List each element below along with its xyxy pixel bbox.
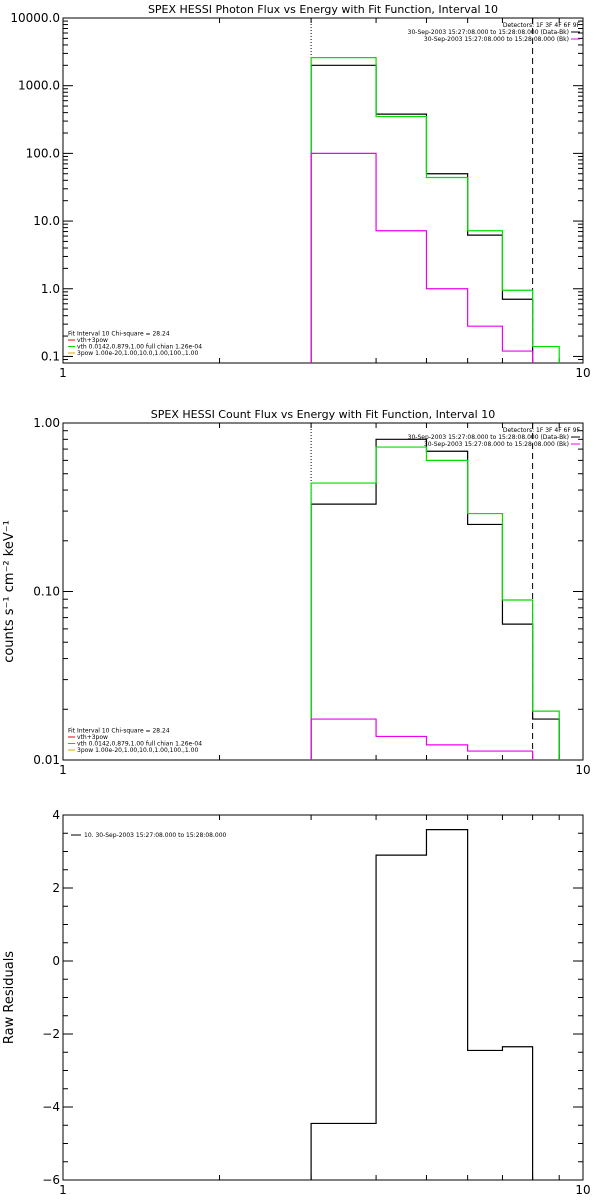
x-tick-label: 10 bbox=[575, 366, 590, 380]
legend-entry: 30-Sep-2003 15:27:08.000 to 15:28:08.000… bbox=[408, 434, 569, 441]
legend-entry: Detectors: 1F 3F 4F 6F 9F bbox=[503, 22, 581, 29]
x-tick-label: 1 bbox=[59, 366, 67, 380]
plot-frame bbox=[62, 17, 584, 364]
plot-frame bbox=[62, 814, 584, 1181]
x-tick-label: 1 bbox=[59, 1183, 67, 1197]
y-tick-label: 10000.0 bbox=[10, 11, 60, 25]
legend-entry: 30-Sep-2003 15:27:08.000 to 15:28:08.000… bbox=[424, 441, 569, 448]
y-tick-label: 1.0 bbox=[41, 282, 60, 296]
y-tick-label: −6 bbox=[42, 1173, 60, 1187]
x-tick-label: 10 bbox=[575, 763, 590, 777]
y-tick-label: 4 bbox=[52, 808, 60, 822]
y-tick-label: 0.10 bbox=[33, 585, 60, 599]
y-tick-label: 0.01 bbox=[33, 753, 60, 767]
legend-bottom-left: Fit Interval 10 Chi-square = 28.24vth+3p… bbox=[68, 728, 202, 754]
legend-entry: vth+3pow bbox=[77, 337, 108, 344]
legend-bottom-left: Fit Interval 10 Chi-square = 28.24vth+3p… bbox=[68, 331, 202, 357]
y-tick-label: 1.00 bbox=[33, 416, 60, 430]
panel-2: SPEX HESSI Count Flux vs Energy with Fit… bbox=[2, 408, 591, 777]
panel-title: SPEX HESSI Photon Flux vs Energy with Fi… bbox=[148, 3, 498, 16]
legend-entry: 3pow 1.00e-20,1.00,10.0,1.00,100.,1.00 bbox=[77, 350, 198, 357]
legend-entry: Detectors: 1F 3F 4F 6F 9F bbox=[503, 427, 581, 434]
y-tick-label: 0 bbox=[52, 954, 60, 968]
series-2-histogram bbox=[310, 446, 560, 760]
y-tick-label: 0.1 bbox=[41, 349, 60, 363]
series-1-histogram bbox=[310, 829, 534, 1180]
x-tick-label: 10 bbox=[575, 1183, 590, 1197]
legend-entry: 10. 30-Sep-2003 15:27:08.000 to 15:28:08… bbox=[84, 832, 227, 839]
legend-entry: 30-Sep-2003 15:27:08.000 to 15:28:08.000… bbox=[424, 36, 569, 43]
legend-entry: vth 0.0142,0.879,1.00 full chian 1.26e-0… bbox=[77, 344, 202, 351]
legend-entry: Fit Interval 10 Chi-square = 28.24 bbox=[68, 331, 170, 338]
series-2-histogram bbox=[310, 56, 560, 363]
y-axis-label: counts s⁻¹ cm⁻² keV⁻¹ bbox=[2, 520, 17, 663]
y-tick-label: 100.0 bbox=[26, 146, 60, 160]
legend-entry: 30-Sep-2003 15:27:08.000 to 15:28:08.000… bbox=[408, 29, 569, 36]
plot-frame bbox=[62, 422, 584, 761]
y-axis-label: Raw Residuals bbox=[2, 951, 17, 1044]
legend-entry: 3pow 1.00e-20,1.00,10.0,1.00,100.,1.00 bbox=[77, 747, 198, 754]
panel-3: Raw Residuals 1 10 −6 −4 −2 0 2 4 10. 30-Sep-2003… bbox=[2, 808, 591, 1197]
legend-entry: vth+3pow bbox=[77, 734, 108, 741]
legend-entry: vth 0.0142,0.879,1.00 full chian 1.26e-0… bbox=[77, 741, 202, 748]
series-1-histogram bbox=[310, 64, 534, 363]
y-tick-label: 2 bbox=[52, 881, 60, 895]
series-3-histogram bbox=[310, 152, 534, 363]
x-tick-label: 1 bbox=[59, 763, 67, 777]
y-tick-label: 10.0 bbox=[33, 214, 60, 228]
panel-title: SPEX HESSI Count Flux vs Energy with Fit… bbox=[151, 408, 495, 421]
y-tick-label: −2 bbox=[42, 1027, 60, 1041]
panel-1: SPEX HESSI Photon Flux vs Energy with Fi… bbox=[10, 3, 590, 380]
legend-top-left: 10. 30-Sep-2003 15:27:08.000 to 15:28:08… bbox=[71, 832, 227, 839]
y-tick-label: 1000.0 bbox=[18, 79, 60, 93]
legend-entry: Fit Interval 10 Chi-square = 28.24 bbox=[68, 728, 170, 735]
series-3-histogram bbox=[310, 718, 534, 760]
y-tick-label: −4 bbox=[42, 1100, 60, 1114]
